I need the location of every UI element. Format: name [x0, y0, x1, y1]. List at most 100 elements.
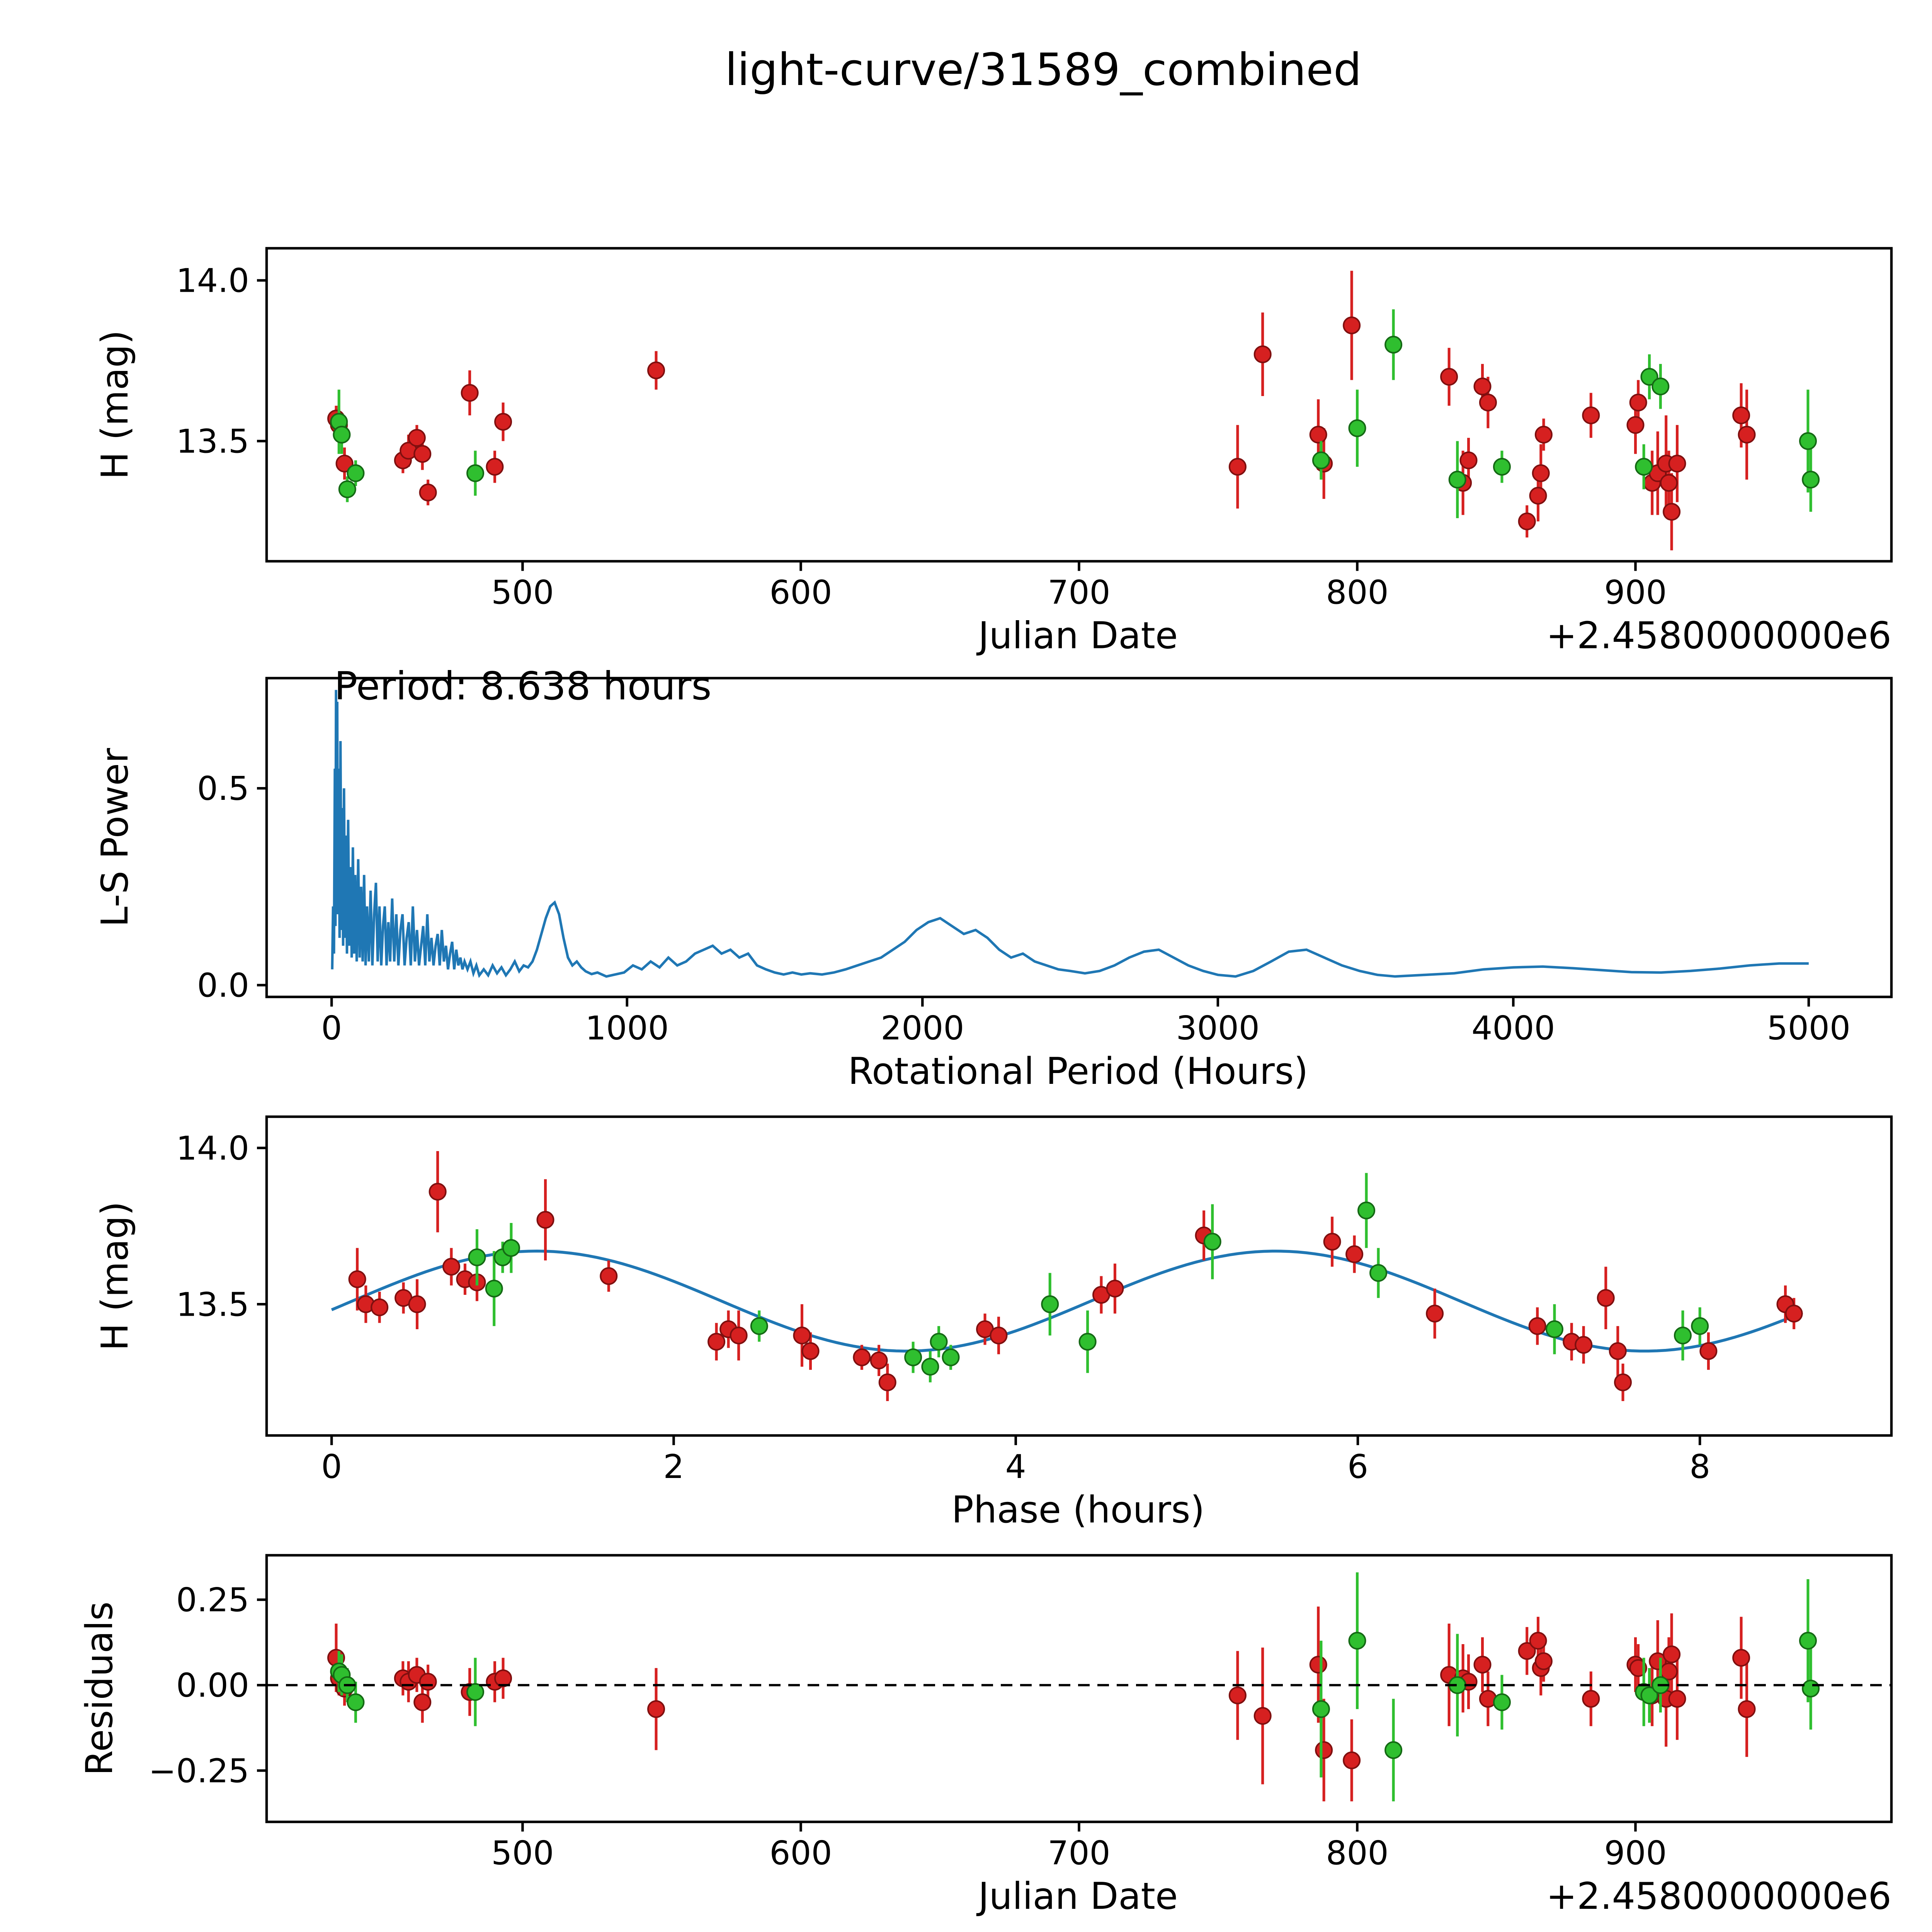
plot-data: [327, 270, 1820, 551]
data-point: [1518, 512, 1536, 531]
data-point: [1626, 416, 1645, 434]
data-point: [1799, 432, 1817, 450]
data-point: [1309, 425, 1327, 444]
periodogram-ylabel: L-S Power: [94, 748, 136, 927]
periodogram-plot-area: 0 1000 2000 3000 4000 5000 0.0 0.5: [197, 677, 1893, 1048]
residuals-ylabel: Residuals: [78, 1602, 121, 1776]
data-point: [1614, 1373, 1632, 1391]
x-tick-label: 8: [1689, 1448, 1710, 1486]
data-point: [408, 1295, 426, 1313]
data-point: [1609, 1342, 1627, 1360]
data-point: [468, 1248, 486, 1266]
data-point: [1640, 1686, 1658, 1704]
panel-lightcurve: 500 600 700 800 900 13.5 14.0 H (mag) Julian D…: [94, 247, 1893, 657]
data-point: [1802, 471, 1820, 489]
data-point: [1738, 1700, 1756, 1718]
data-point: [1663, 1645, 1681, 1663]
y-tick-label: 14.0: [176, 262, 249, 300]
data-point: [1575, 1336, 1593, 1354]
data-point: [1345, 1245, 1364, 1263]
plot-data: [267, 1572, 1891, 1801]
y-tick-label: −0.25: [149, 1752, 249, 1790]
data-point: [1493, 1693, 1511, 1711]
x-tick-label: 500: [491, 1834, 554, 1872]
data-point: [647, 1700, 665, 1718]
data-point: [1673, 1327, 1692, 1345]
series-red-phased: [348, 1151, 1803, 1401]
data-point: [707, 1333, 726, 1351]
data-point: [1597, 1289, 1615, 1307]
data-point: [1532, 464, 1550, 482]
data-point: [333, 425, 351, 444]
axes: 0 1000 2000 3000 4000 5000 0.0 0.5: [197, 677, 1893, 1048]
figure-title: light-curve/31589_combined: [725, 44, 1362, 96]
data-point: [1473, 1656, 1492, 1674]
periodogram-xlabel: Rotational Period (Hours): [848, 1050, 1308, 1093]
periodogram-line: [331, 690, 1809, 978]
data-point: [1369, 1264, 1388, 1282]
data-point: [1534, 1652, 1553, 1670]
data-point: [466, 1683, 485, 1701]
data-point: [1738, 425, 1756, 444]
data-point: [1785, 1304, 1803, 1323]
lightcurve-x-offset-label: +2.4580000000e6: [1546, 615, 1891, 657]
data-point: [930, 1333, 948, 1351]
data-point: [1545, 1320, 1563, 1338]
data-point: [878, 1373, 896, 1391]
data-point: [1518, 1642, 1536, 1660]
data-point: [1635, 458, 1653, 476]
data-point: [750, 1317, 768, 1335]
data-point: [1663, 503, 1681, 521]
x-tick-label: 6: [1347, 1448, 1368, 1486]
data-point: [486, 458, 504, 476]
period-annotation: Period: 8.638 hours: [334, 663, 712, 709]
panel-residuals: 500 600 700 800 900 −0.25 0.00 0.25 Residuals J…: [78, 1554, 1893, 1918]
data-point: [942, 1348, 960, 1366]
x-tick-label: 900: [1604, 574, 1667, 612]
data-point: [1348, 1632, 1366, 1650]
data-point: [647, 361, 665, 379]
data-point: [853, 1348, 871, 1366]
x-tick-label: 800: [1326, 574, 1388, 612]
residuals-xlabel: Julian Date: [976, 1875, 1178, 1918]
data-point: [1799, 1632, 1817, 1650]
data-point: [419, 483, 437, 502]
x-tick-label: 0: [321, 1009, 342, 1048]
data-point: [419, 1673, 437, 1691]
data-point: [1348, 419, 1366, 437]
data-point: [536, 1211, 554, 1229]
data-point: [494, 1669, 512, 1687]
data-point: [335, 454, 354, 473]
x-tick-label: 3000: [1176, 1009, 1260, 1048]
x-tick-label: 1000: [585, 1009, 669, 1048]
data-point: [870, 1351, 888, 1369]
phased-plot-area: 0 2 4 6 8 13.5 14.0: [176, 1115, 1893, 1486]
data-point: [730, 1327, 748, 1345]
y-tick-label: 0.00: [176, 1667, 249, 1705]
data-point: [1312, 451, 1330, 469]
data-point: [1309, 1656, 1327, 1674]
data-point: [1651, 378, 1670, 396]
data-point: [1440, 368, 1458, 386]
data-point: [1343, 316, 1361, 335]
data-point: [1315, 1741, 1333, 1759]
data-point: [1459, 451, 1478, 469]
data-point: [461, 384, 479, 402]
data-point: [1473, 378, 1492, 396]
data-point: [921, 1358, 939, 1376]
data-point: [347, 464, 365, 482]
data-point: [1228, 458, 1247, 476]
data-point: [1732, 406, 1750, 424]
x-tick-label: 800: [1326, 1834, 1388, 1872]
data-point: [1732, 1649, 1750, 1667]
y-tick-label: 13.5: [176, 422, 249, 461]
data-point: [347, 1693, 365, 1711]
data-point: [1323, 1233, 1341, 1251]
y-tick-label: 0.5: [197, 770, 249, 808]
panel-periodogram: 0 1000 2000 3000 4000 5000 0.0 0.5 Period: 8.63…: [94, 663, 1893, 1093]
axes: 500 600 700 800 900 13.5 14.0: [176, 247, 1893, 612]
data-point: [348, 1270, 366, 1288]
data-point: [801, 1342, 820, 1360]
